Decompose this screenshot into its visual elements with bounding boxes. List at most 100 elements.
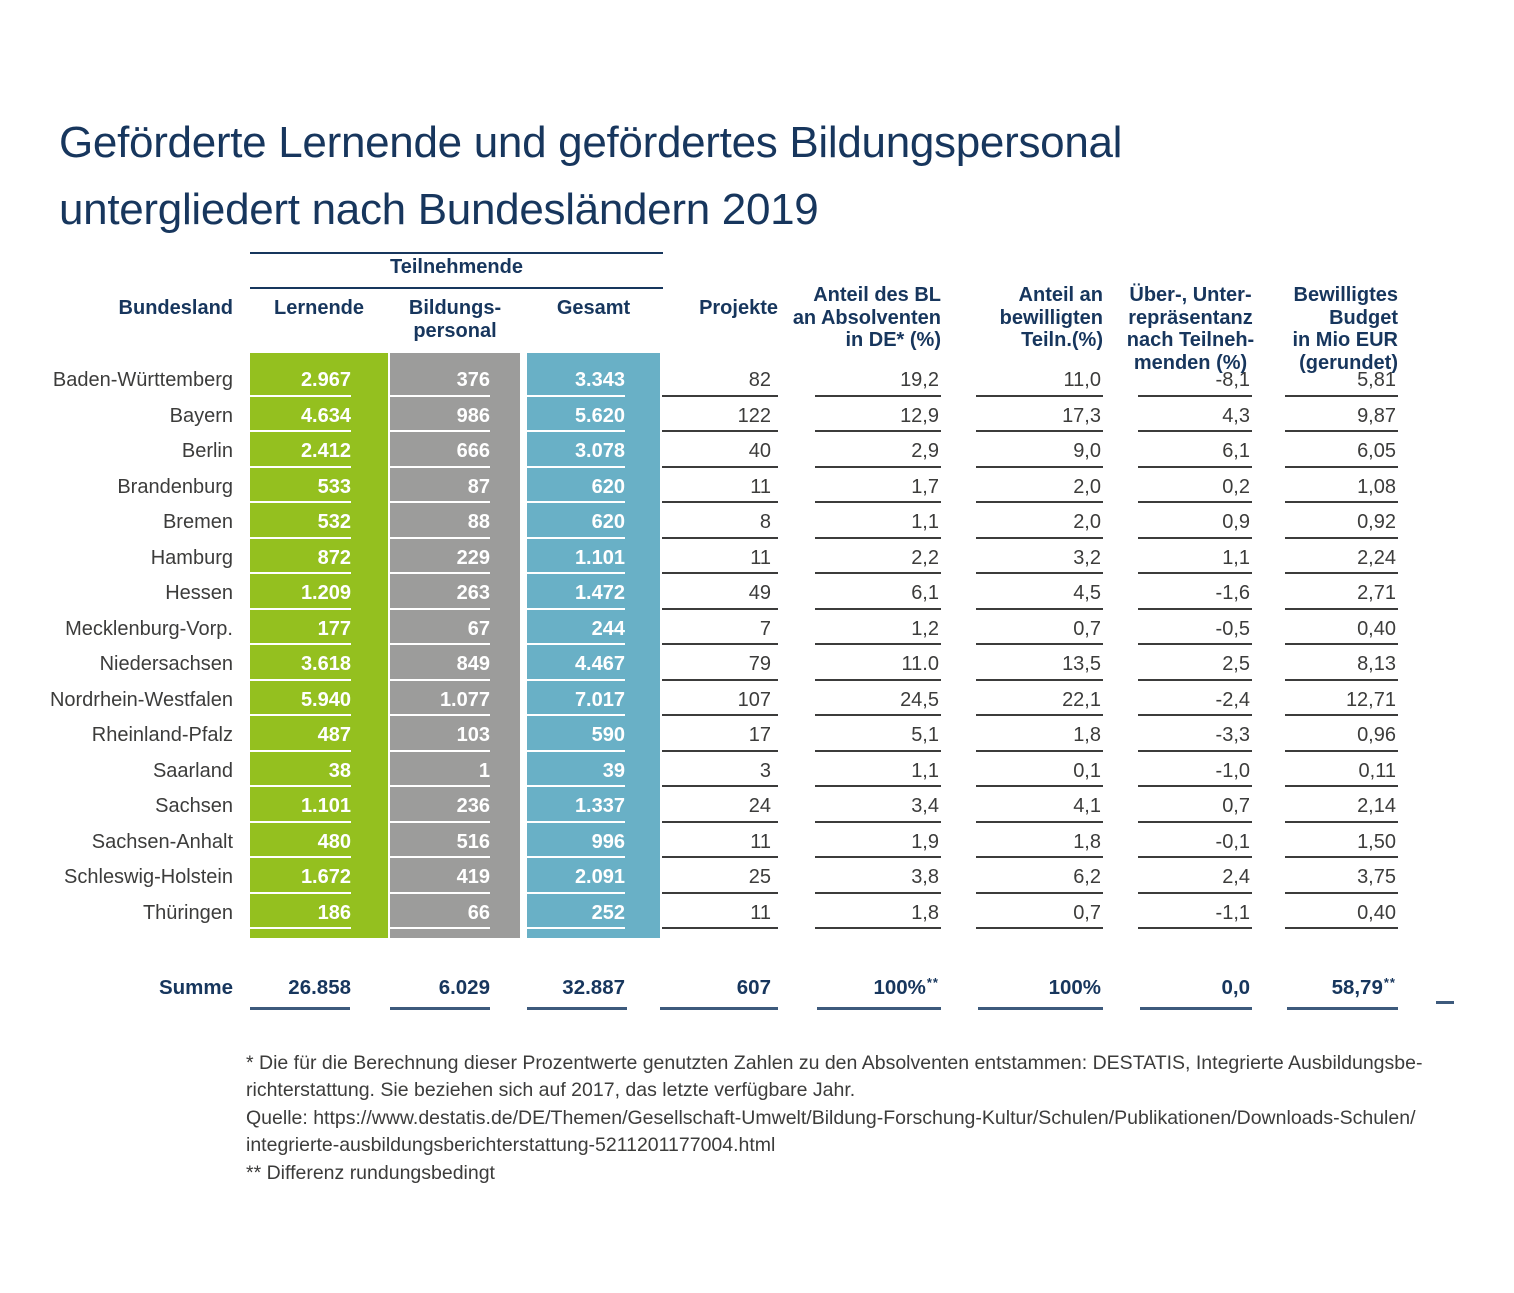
cell-gesamt: 3.078 xyxy=(527,434,660,470)
row-separator xyxy=(976,785,1103,787)
row-separator xyxy=(815,607,941,610)
cell-anteil-teilnehmende: 0,7 xyxy=(976,612,1103,648)
cell-anteil-absolventen: 3,8 xyxy=(815,860,941,896)
row-separator xyxy=(250,891,351,894)
row-separator xyxy=(1285,891,1398,894)
summary-underline xyxy=(1140,1007,1252,1010)
summary-lernende: 26.858 xyxy=(288,976,351,999)
cell-bildungspersonal: 66 xyxy=(390,896,520,932)
summary-anteil-teilnehmende: 100% xyxy=(1048,976,1101,999)
row-separator xyxy=(662,465,778,468)
row-label: Schleswig-Holstein xyxy=(64,866,233,888)
row-separator xyxy=(815,394,941,397)
cell-gesamt: 620 xyxy=(527,470,660,506)
cell-gesamt: 590 xyxy=(527,718,660,754)
cell-budget: 12,71 xyxy=(1285,683,1398,719)
cell-bildungspersonal: 229 xyxy=(390,541,520,577)
row-separator xyxy=(662,607,778,610)
cell-projekte: 3 xyxy=(662,754,778,790)
footnotes: * Die für die Berechnung dieser Prozentw… xyxy=(246,1050,1422,1187)
cell-lernende: 1.101 xyxy=(250,789,388,825)
row-separator xyxy=(527,678,625,681)
cell-anteil-absolventen: 1,1 xyxy=(815,754,941,790)
cell-budget: 0,40 xyxy=(1285,896,1398,932)
row-label: Saarland xyxy=(152,759,233,782)
row-separator xyxy=(1138,643,1252,645)
row-separator xyxy=(1285,607,1398,610)
column-header-anteil-teilnehmende: Anteil an bewilligten Teiln.(%) xyxy=(999,284,1103,351)
footnote-line: * Die für die Berechnung dieser Prozentw… xyxy=(246,1052,1423,1074)
row-separator xyxy=(527,820,625,823)
row-separator xyxy=(815,572,941,574)
cell-projekte: 11 xyxy=(662,541,778,577)
row-separator xyxy=(1285,714,1398,716)
row-separator xyxy=(976,714,1103,716)
cell-repraesentanz: 2,4 xyxy=(1138,860,1252,896)
cell-anteil-teilnehmende: 3,2 xyxy=(976,541,1103,577)
cell-repraesentanz: 1,1 xyxy=(1138,541,1252,577)
row-separator xyxy=(815,714,941,716)
summary-underline xyxy=(978,1007,1103,1010)
row-separator xyxy=(662,678,778,681)
cell-budget: 9,87 xyxy=(1285,399,1398,435)
cell-repraesentanz: 0,9 xyxy=(1138,505,1252,541)
cell-projekte: 7 xyxy=(662,612,778,648)
cell-bildungspersonal: 67 xyxy=(390,612,520,648)
row-separator xyxy=(527,749,625,752)
row-label: Thüringen xyxy=(142,901,233,924)
row-separator xyxy=(527,501,625,503)
cell-lernende: 38 xyxy=(250,754,388,790)
row-separator xyxy=(1138,536,1252,539)
summary-label: Summe xyxy=(158,976,233,999)
row-separator xyxy=(527,927,625,929)
row-separator xyxy=(527,572,625,574)
row-label: Brandenburg xyxy=(117,475,233,498)
cell-projekte: 11 xyxy=(662,896,778,932)
row-separator xyxy=(976,572,1103,574)
cell-budget: 8,13 xyxy=(1285,647,1398,683)
row-separator xyxy=(1285,465,1398,468)
row-separator xyxy=(976,465,1103,468)
cell-anteil-teilnehmende: 0,7 xyxy=(976,896,1103,932)
row-separator xyxy=(527,536,625,539)
cell-projekte: 11 xyxy=(662,825,778,861)
row-separator xyxy=(390,394,490,397)
cell-lernende: 1.209 xyxy=(250,576,388,612)
cell-projekte: 79 xyxy=(662,647,778,683)
cell-repraesentanz: -0,5 xyxy=(1138,612,1252,648)
cell-projekte: 8 xyxy=(662,505,778,541)
row-separator xyxy=(390,856,490,858)
cell-gesamt: 620 xyxy=(527,505,660,541)
summary-underline xyxy=(817,1007,941,1010)
cell-projekte: 49 xyxy=(662,576,778,612)
column-header-lernende: Lernende xyxy=(273,297,365,319)
cell-budget: 5,81 xyxy=(1285,363,1398,399)
footnote-marker: ** xyxy=(1383,975,1396,990)
column-header-repraesentanz: Über-, Unter-repräsentanz nach Teilneh-me… xyxy=(1126,284,1255,374)
row-separator xyxy=(527,891,625,894)
cell-gesamt: 244 xyxy=(527,612,660,648)
column-header-bundesland: Bundesland xyxy=(118,297,233,319)
cell-budget: 2,14 xyxy=(1285,789,1398,825)
cell-repraesentanz: -0,1 xyxy=(1138,825,1252,861)
row-separator xyxy=(250,643,351,645)
page-title: Geförderte Lernende und gefördertes Bild… xyxy=(59,118,1123,235)
end-dash xyxy=(1436,1001,1454,1004)
cell-bildungspersonal: 666 xyxy=(390,434,520,470)
footnote-marker: ** xyxy=(926,975,939,990)
row-separator xyxy=(1285,820,1398,823)
row-separator xyxy=(250,536,351,539)
cell-lernende: 532 xyxy=(250,505,388,541)
row-separator xyxy=(976,643,1103,645)
cell-projekte: 107 xyxy=(662,683,778,719)
summary-bildungspersonal: 6.029 xyxy=(438,976,490,999)
row-separator xyxy=(1138,430,1252,432)
cell-projekte: 82 xyxy=(662,363,778,399)
cell-gesamt: 1.472 xyxy=(527,576,660,612)
cell-anteil-teilnehmende: 4,5 xyxy=(976,576,1103,612)
row-separator xyxy=(390,749,490,752)
row-separator xyxy=(390,607,490,610)
row-separator xyxy=(662,820,778,823)
row-separator xyxy=(976,394,1103,397)
column-header-budget: Bewilligtes Budget in Mio EUR (gerundet) xyxy=(1292,284,1398,374)
